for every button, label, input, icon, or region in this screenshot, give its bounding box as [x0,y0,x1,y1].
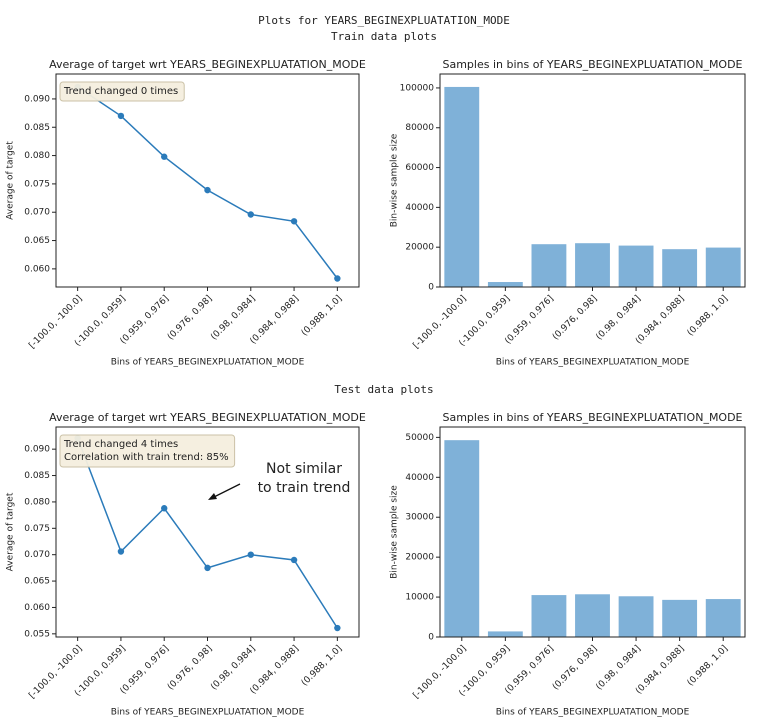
y-tick-label: 0.070 [24,550,50,560]
text-box: Trend changed 0 times [59,81,185,102]
text-box-line: Trend changed 4 times [63,439,178,450]
y-tick-label: 0.060 [24,264,50,274]
chart-title: Samples in bins of YEARS_BEGINEXPLUATATI… [442,58,742,71]
bar [444,86,480,287]
bar [662,249,698,287]
bar [618,245,654,287]
plot-frame [55,426,360,638]
point [290,218,298,225]
plot-frame [55,73,360,288]
y-tick-label: 40000 [405,473,434,483]
y-tick-label: 0 [428,633,434,643]
point [117,112,125,120]
y-tick-label: 20000 [405,243,434,253]
chart-title: Average of target wrt YEARS_BEGINEXPLUAT… [49,411,366,424]
y-tick-label: 30000 [405,513,434,523]
y-tick-label: 0.090 [24,94,50,104]
text-box-line: Correlation with train trend: 85% [64,452,229,463]
y-tick-label: 0 [428,283,434,293]
annotation-arrowhead [208,493,217,500]
bar [575,594,610,637]
y-tick-label: 40000 [405,203,434,213]
plot-frame [439,426,746,638]
x-axis-label: Bins of YEARS_BEGINEXPLUATATION_MODE [111,708,305,718]
y-tick-label: 0.075 [24,179,50,189]
y-tick-label: 0.085 [24,471,50,481]
section-title: Train data plots [331,30,437,43]
point [290,556,298,564]
point [204,186,211,194]
point [161,505,168,512]
text-box-frame [59,81,185,102]
point [334,275,341,282]
y-tick-label: 0.065 [24,577,50,587]
y-axis-label: Bin-wise sample size [390,133,400,227]
bar [487,282,523,287]
annotation: to train trend [258,480,351,496]
bar [444,440,480,637]
y-tick-label: 0.080 [24,497,50,507]
bar [487,631,523,637]
point [247,551,254,558]
bar [705,247,741,287]
point [161,153,168,160]
point [117,548,125,555]
bar [531,595,567,637]
annotation: Not similar [266,461,342,477]
y-tick-label: 0.075 [24,524,50,534]
section-title: Test data plots [334,383,433,396]
y-tick-label: 100000 [400,83,435,93]
y-tick-label: 0.080 [24,151,50,161]
y-tick-label: 80000 [405,123,434,133]
figure-title: Plots for YEARS_BEGINEXPLUATATION_MODE [258,14,510,27]
x-axis-label: Bins of YEARS_BEGINEXPLUATATION_MODE [496,358,690,368]
bar [531,244,567,287]
y-tick-label: 60000 [405,163,434,173]
x-axis-label: Bins of YEARS_BEGINEXPLUATATION_MODE [496,708,690,718]
chart-title: Samples in bins of YEARS_BEGINEXPLUATATI… [442,411,742,424]
bar [575,243,610,287]
bar [618,596,654,637]
plot-frame [439,73,746,288]
text-box-frame [59,434,236,468]
y-tick-label: 50000 [405,433,434,443]
bar [662,599,698,637]
y-tick-label: 0.085 [24,123,50,133]
y-axis-label: Average of target [6,492,16,571]
y-tick-label: 0.090 [24,445,50,455]
y-tick-label: 0.070 [24,208,50,218]
point [247,211,254,218]
x-axis-label: Bins of YEARS_BEGINEXPLUATATION_MODE [111,358,305,368]
y-tick-label: 20000 [405,553,434,563]
bar [705,599,741,637]
chart-title: Average of target wrt YEARS_BEGINEXPLUAT… [49,58,366,71]
y-tick-label: 0.060 [24,603,50,613]
y-axis-label: Bin-wise sample size [390,485,400,579]
y-tick-label: 0.055 [24,629,50,639]
y-tick-label: 0.065 [24,236,50,246]
point [204,564,211,572]
y-tick-label: 10000 [405,593,434,603]
y-axis-label: Average of target [6,141,16,220]
text-box-line: Trend changed 0 times [63,86,178,97]
point [334,624,341,632]
text-box: Trend changed 4 times Correlation with tr… [59,434,236,468]
